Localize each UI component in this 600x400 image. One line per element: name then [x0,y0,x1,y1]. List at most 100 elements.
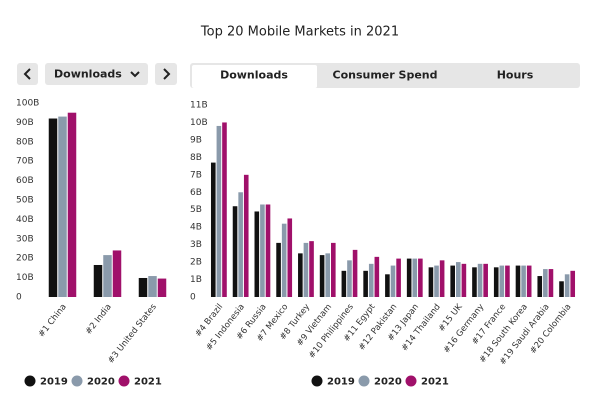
bar [363,270,368,297]
legend-swatch [405,375,417,387]
bar [385,274,390,297]
bar [493,267,499,297]
legend-label: 2019 [327,377,355,388]
bar [406,258,412,297]
tab-label[interactable]: Hours [497,69,534,82]
bar [472,267,477,297]
bar [477,263,483,297]
bar [396,258,401,297]
legend-swatch [358,375,370,387]
bar [48,118,58,298]
y-tick-label: 1B [190,275,202,285]
bar [319,255,325,297]
y-tick-label: 0 [190,293,196,303]
bar [434,265,439,297]
bar [309,241,314,297]
bar [570,270,576,297]
bar [148,276,157,297]
bar [418,258,423,297]
bar [483,263,488,297]
bar [265,204,271,297]
bar [352,249,358,297]
dropdown-icon [130,71,140,78]
y-tick-label: 5B [190,205,202,215]
x-tick-label: #2 India [84,302,114,337]
y-tick-label: 70B [16,157,34,167]
bar [374,256,380,297]
bar [537,276,543,297]
bar [521,265,526,297]
y-tick-label: 6B [190,188,202,198]
y-tick-label: 2B [190,258,202,268]
next-icon [163,68,171,80]
dropdown-label: Downloads [54,68,122,81]
bar [559,281,564,297]
bar [243,174,249,297]
y-tick-label: 20B [16,254,34,264]
bar [216,125,222,297]
y-tick-label: 10B [16,273,34,283]
y-tick-label: 30B [16,234,34,244]
x-tick-label: #3 United States [106,302,159,366]
bar [222,122,227,297]
y-tick-label: 3B [190,240,202,250]
bar [67,112,77,297]
page-title: Top 20 Mobile Markets in 2021 [200,25,399,40]
legend-swatch [311,375,323,387]
y-tick-label: 40B [16,215,34,225]
bar [428,267,434,297]
bar [450,265,455,297]
bar [325,253,331,297]
bar [499,265,505,297]
y-tick-label: 90B [16,118,34,128]
bar [548,269,554,297]
bar [331,242,336,297]
prev-icon [23,68,31,80]
legend-label: 2020 [374,377,402,388]
bar [254,211,260,297]
bar [260,204,265,297]
legend-label: 2021 [421,377,449,388]
bar [439,260,445,297]
legend-swatch [118,375,130,387]
active-tab[interactable] [192,65,317,88]
bar [238,192,243,297]
bar [505,265,510,297]
bar [515,265,521,297]
bar [287,218,293,297]
y-tick-label: 10B [190,118,208,128]
y-tick-label: 80B [16,137,34,147]
bar [138,277,148,297]
next-button[interactable] [155,63,177,85]
y-tick-label: 60B [16,176,34,186]
y-tick-label: 9B [190,135,202,145]
bar [564,274,570,297]
legend-swatch [24,375,36,387]
metric-dropdown[interactable] [45,63,148,85]
y-tick-label: 7B [190,170,202,180]
chart: 0 10B 20B 30B 40B 50B 60B 70B 80B 90B 100B #1 China… [16,99,167,388]
bar [526,265,532,297]
bar [157,278,167,297]
tab-label[interactable]: Downloads [220,69,288,82]
y-tick-label: 11B [190,101,208,111]
bar [232,206,238,297]
bar [103,255,112,297]
bar [461,263,467,297]
bar [347,260,352,297]
y-tick-label: 8B [190,153,202,163]
y-tick-label: 4B [190,223,202,233]
bar [281,223,287,297]
tab-label[interactable]: Consumer Spend [333,69,438,82]
prev-button[interactable] [17,63,38,85]
bar [368,263,374,297]
x-tick-label: #1 China [37,302,69,339]
y-tick-label: 100B [16,99,39,109]
bar [412,258,418,297]
bar [303,242,309,297]
y-tick-label: 50B [16,196,34,206]
bar [298,253,303,297]
